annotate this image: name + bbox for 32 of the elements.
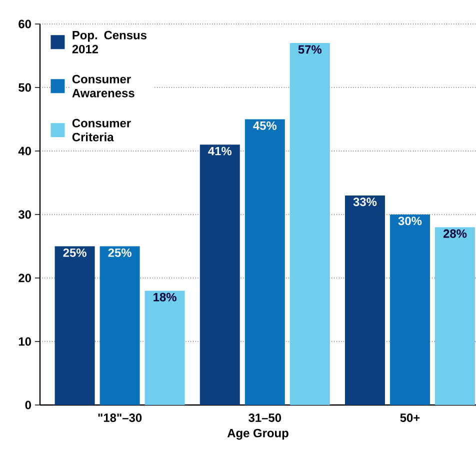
y-tick-label: 30 bbox=[18, 210, 31, 219]
data-label: 30% bbox=[398, 216, 422, 226]
data-label: 18% bbox=[154, 292, 176, 302]
bar bbox=[144, 290, 185, 405]
y-tick-label: 10 bbox=[18, 337, 31, 346]
y-tick-label: 50 bbox=[18, 83, 31, 92]
data-label: 25% bbox=[108, 248, 132, 257]
y-tick-label: 20 bbox=[18, 274, 31, 282]
legend-label: Pop. Census 2012 bbox=[72, 30, 146, 54]
y-tick-label: 60 bbox=[18, 20, 31, 28]
data-label: 25% bbox=[63, 248, 86, 257]
y-tick-label: 0 bbox=[25, 400, 31, 410]
x-tick-label: 50+ bbox=[400, 414, 420, 422]
legend-label: Consumer Criteria bbox=[72, 118, 131, 142]
bar bbox=[344, 195, 385, 405]
legend-label: Consumer Awareness bbox=[72, 74, 134, 98]
bar bbox=[200, 144, 240, 405]
x-axis-title: Age Group bbox=[227, 428, 288, 440]
bar bbox=[54, 246, 95, 405]
bar bbox=[290, 43, 330, 405]
x-tick-label: 31–50 bbox=[248, 414, 282, 422]
data-label: 41% bbox=[208, 146, 232, 156]
bar bbox=[390, 214, 430, 405]
data-label: 45% bbox=[253, 121, 277, 130]
data-label: 57% bbox=[298, 45, 322, 54]
bar bbox=[100, 246, 140, 405]
bar bbox=[434, 227, 475, 405]
x-tick-label: "18"–30 bbox=[98, 414, 142, 422]
bar bbox=[244, 119, 285, 405]
data-label: 33% bbox=[353, 198, 377, 206]
data-label: 28% bbox=[443, 229, 467, 238]
y-tick-label: 40 bbox=[18, 146, 31, 156]
